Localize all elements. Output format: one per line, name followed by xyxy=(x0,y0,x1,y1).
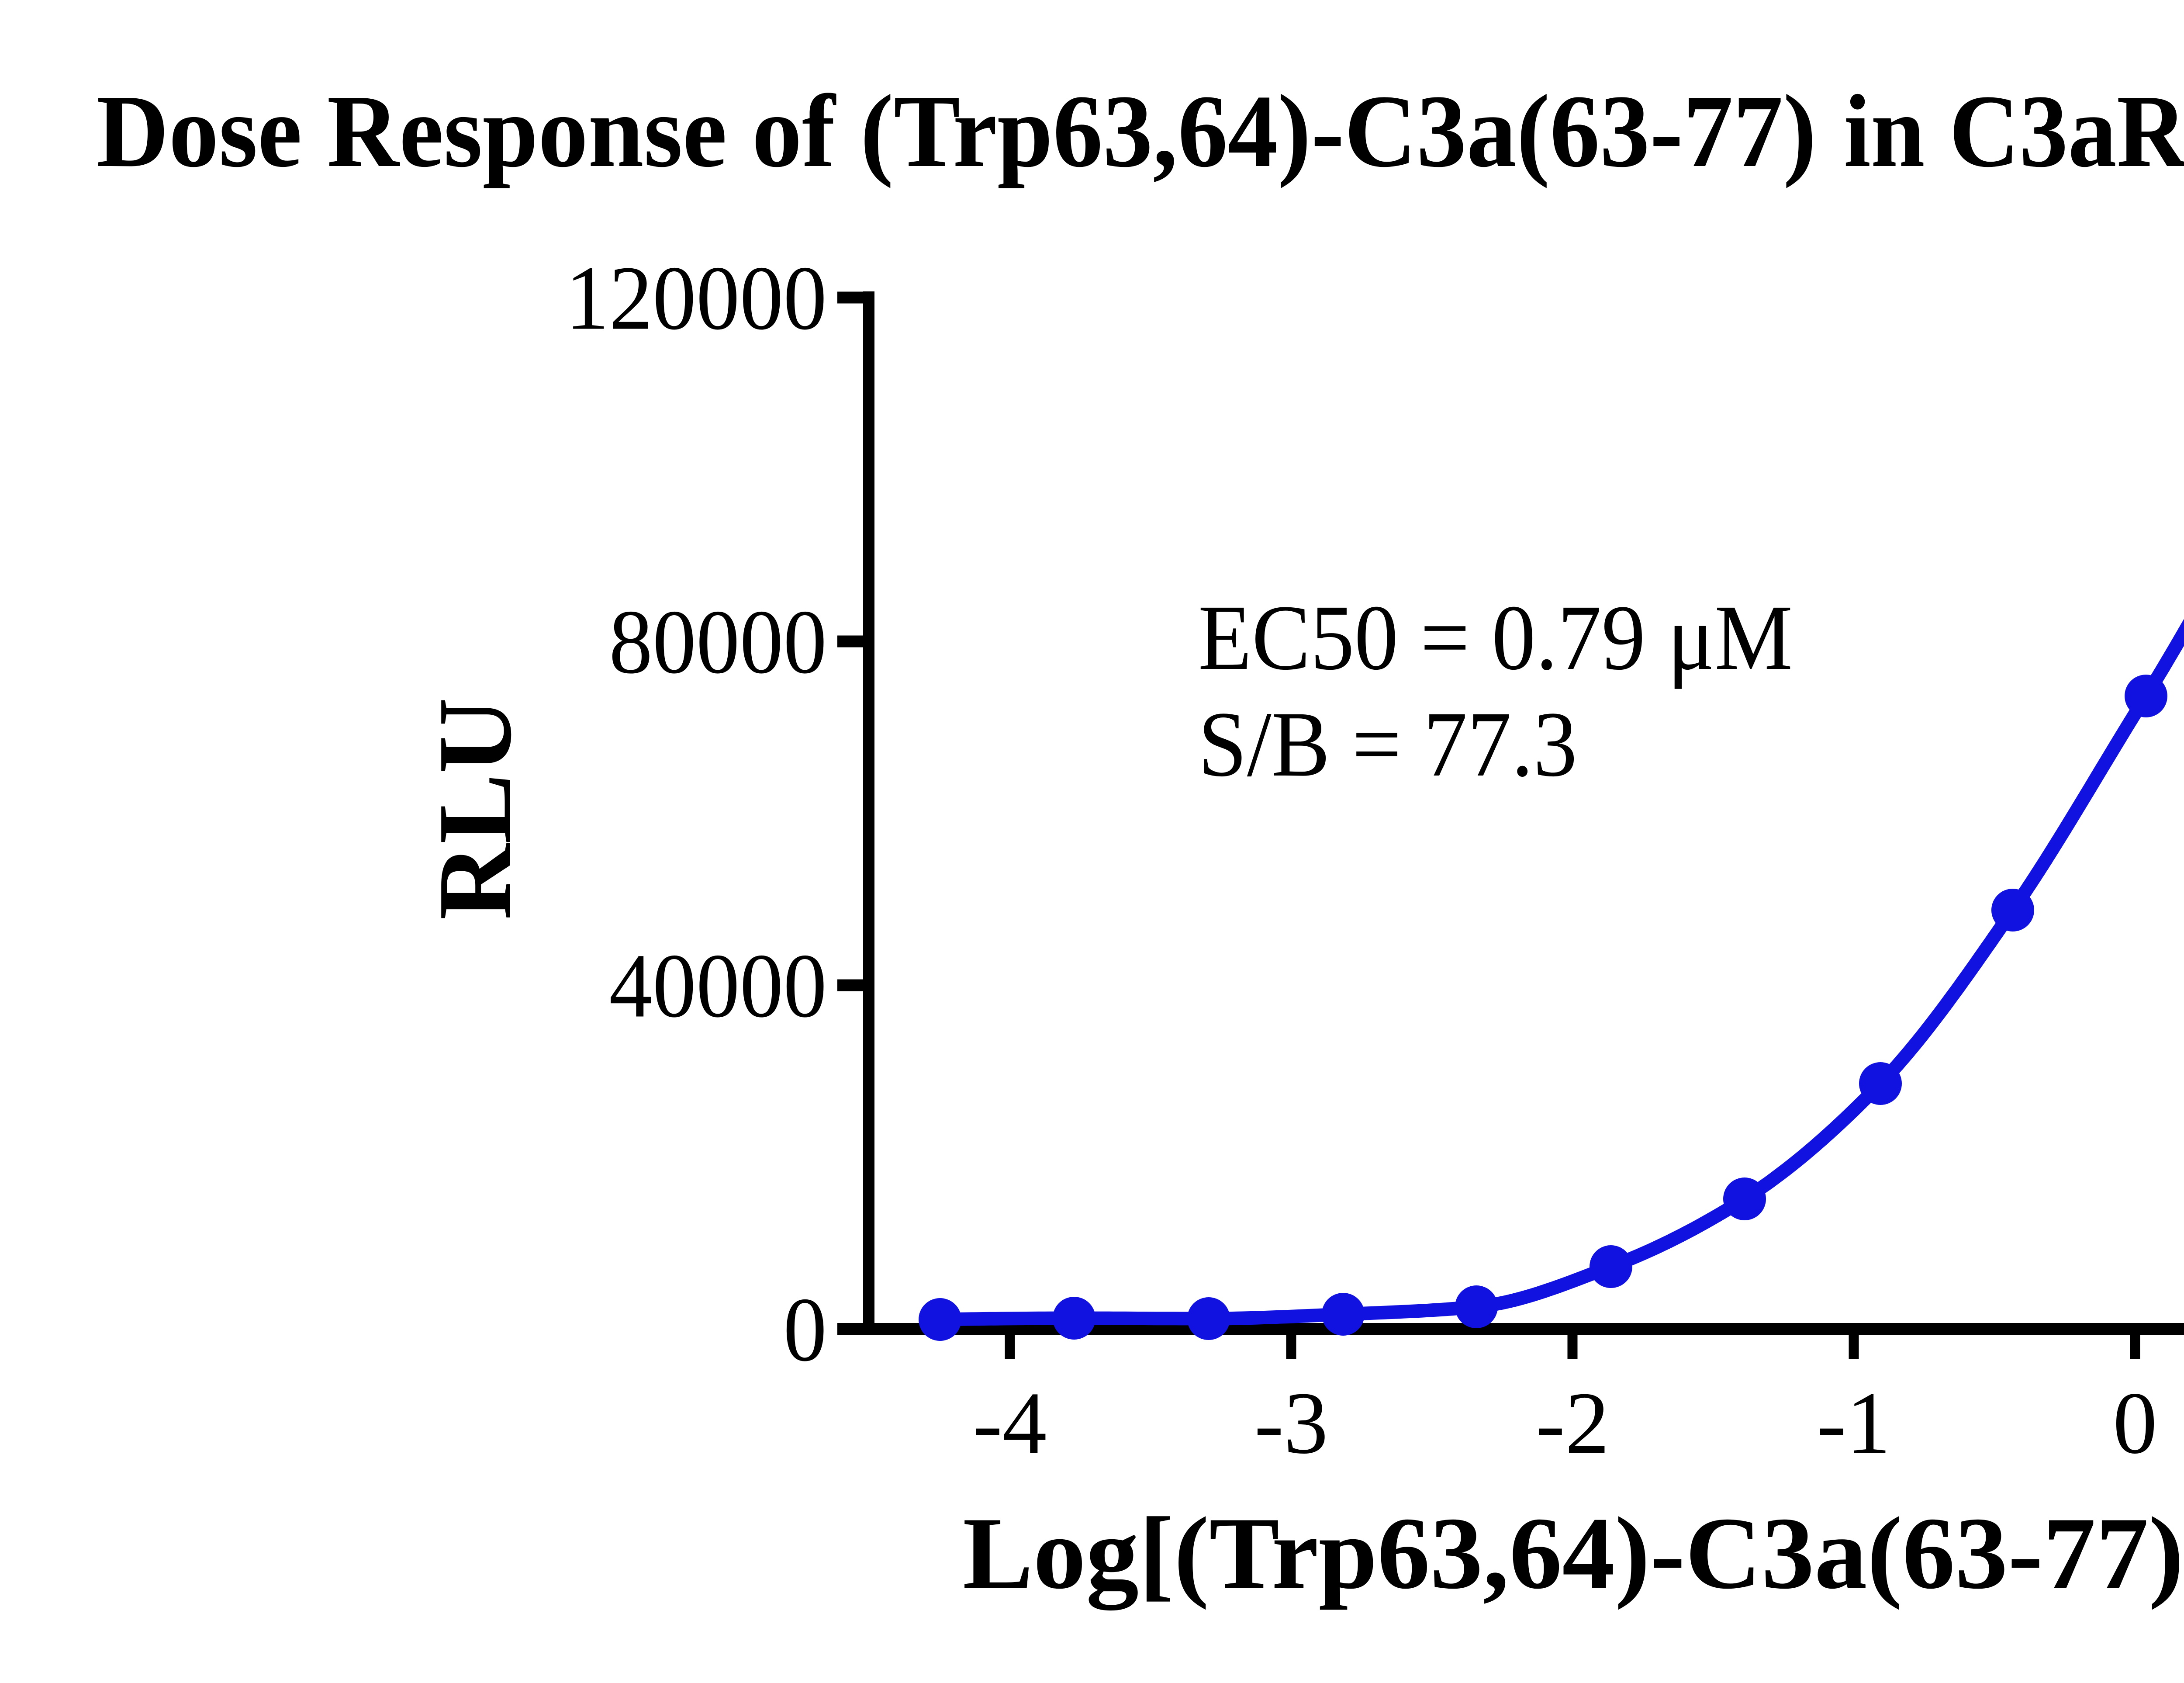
svg-text:Log[(Trp63,64)-C3a(63-77)]μM: Log[(Trp63,64)-C3a(63-77)]μM xyxy=(963,1496,2184,1611)
svg-text:in C3aR β-Arrestin CHO: in C3aR β-Arrestin CHO xyxy=(1844,73,2184,188)
svg-text:120000: 120000 xyxy=(566,247,827,349)
svg-text:-4: -4 xyxy=(973,1374,1047,1472)
svg-text:S/B = 77.3: S/B = 77.3 xyxy=(1198,692,1577,796)
svg-text:-3: -3 xyxy=(1254,1374,1328,1472)
svg-text:-2: -2 xyxy=(1535,1374,1609,1472)
svg-text:80000: 80000 xyxy=(609,591,827,693)
svg-text:0: 0 xyxy=(783,1279,827,1381)
svg-text:40000: 40000 xyxy=(609,935,827,1037)
svg-text:EC50 = 0.79 μM: EC50 = 0.79 μM xyxy=(1198,585,1793,689)
svg-text:0: 0 xyxy=(2113,1374,2157,1472)
svg-text:-1: -1 xyxy=(1817,1374,1890,1472)
svg-text:Dose Response of (Trp63,64)-C3: Dose Response of (Trp63,64)-C3a(63-77) xyxy=(97,73,1816,189)
svg-text:RLU: RLU xyxy=(417,698,533,920)
